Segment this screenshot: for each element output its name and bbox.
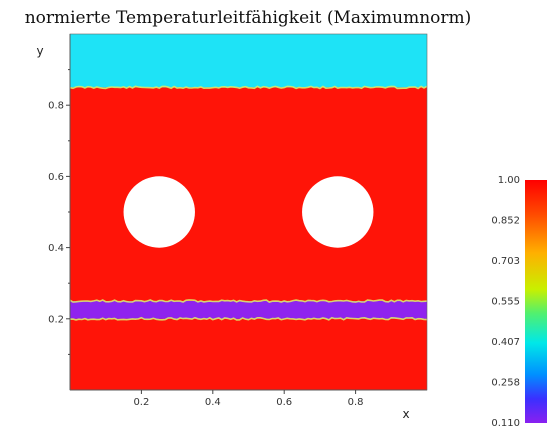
y-tick-label: 0.8 bbox=[48, 101, 64, 112]
colorbar-tick-label: 0.703 bbox=[491, 256, 520, 267]
y-tick-label: 0.4 bbox=[48, 243, 64, 254]
lower-band-top-edge bbox=[69, 299, 428, 303]
hole-1 bbox=[123, 176, 195, 248]
colorbar-tick-label: 0.407 bbox=[491, 337, 520, 348]
colorbar-tick-label: 1.00 bbox=[498, 175, 520, 186]
y-tick-label: 0.2 bbox=[48, 314, 64, 325]
y-tick-label: 0.6 bbox=[48, 172, 64, 183]
x-axis-label: x bbox=[402, 407, 409, 421]
hole-2 bbox=[302, 176, 374, 248]
axes: 0.2 0.4 0.6 0.8 0.2 0.4 0.6 0.8 bbox=[48, 33, 428, 408]
colorbar-bar bbox=[525, 180, 547, 423]
colorbar: 1.00 0.852 0.703 0.555 0.407 0.258 0.110 bbox=[491, 175, 547, 428]
colorbar-tick-label: 0.852 bbox=[491, 215, 520, 226]
x-tick-label: 0.6 bbox=[276, 397, 292, 408]
x-tick-label: 0.2 bbox=[133, 397, 149, 408]
chart-title: normierte Temperaturleitfähigkeit (Maxim… bbox=[25, 8, 472, 28]
region-top-band bbox=[70, 34, 427, 88]
y-axis-label: y bbox=[36, 44, 43, 58]
x-tick-label: 0.4 bbox=[205, 397, 221, 408]
colorbar-tick-label: 0.555 bbox=[491, 297, 520, 308]
colorbar-tick-label: 0.110 bbox=[491, 418, 520, 428]
plot-area bbox=[69, 34, 428, 390]
lower-band-bottom-edge bbox=[69, 316, 428, 321]
x-tick-label: 0.8 bbox=[348, 397, 364, 408]
region-lower-band bbox=[70, 301, 427, 319]
colorbar-tick-label: 0.258 bbox=[491, 378, 520, 389]
top-band-edge bbox=[69, 85, 428, 90]
